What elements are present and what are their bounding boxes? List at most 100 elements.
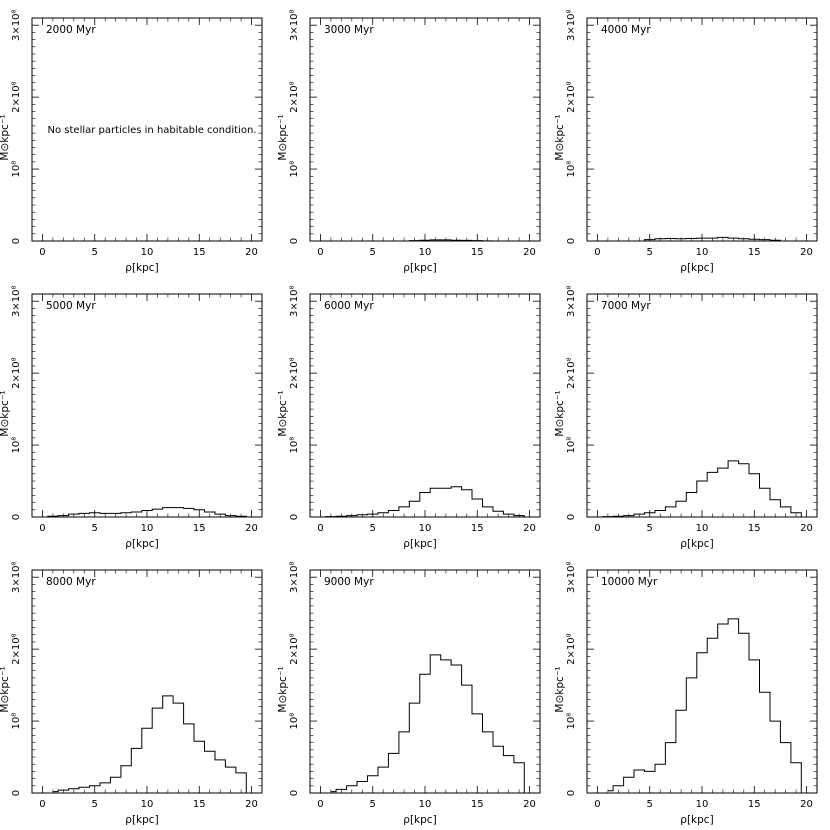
x-tick-label: 5 <box>92 247 98 258</box>
plot-frame <box>309 569 541 794</box>
panel-title: 9000 Myr <box>324 576 374 588</box>
x-axis-label: ρ[kpc] <box>680 538 713 550</box>
y-tick-label: 10⁸ <box>11 437 22 454</box>
series-line-0 <box>607 618 807 794</box>
x-tick-label: 10 <box>696 523 709 534</box>
y-tick-label: 0 <box>11 514 22 520</box>
x-tick-label: 0 <box>39 523 45 534</box>
x-tick-label: 5 <box>370 247 376 258</box>
panel-4: 0 5 10 15 20 0 10⁸ 2×10⁸ 3×10⁸ 6000 Myr ρ[kpc] M⊙kp… <box>277 285 541 550</box>
x-tick-label: 20 <box>245 523 258 534</box>
plot-frame <box>309 293 541 518</box>
x-axis-label: ρ[kpc] <box>125 814 158 826</box>
x-axis-label: ρ[kpc] <box>125 538 158 550</box>
y-tick-label: 2×10⁸ <box>11 633 22 664</box>
y-tick-label: 2×10⁸ <box>289 81 300 112</box>
y-axis-label: M⊙kpc⁻¹ <box>0 666 11 712</box>
x-tick-label: 0 <box>594 799 600 810</box>
y-tick-label: 2×10⁸ <box>11 357 22 388</box>
x-tick-label: 15 <box>193 247 206 258</box>
x-tick-label: 10 <box>141 247 154 258</box>
y-tick-label: 2×10⁸ <box>11 81 22 112</box>
panel-title: 8000 Myr <box>46 576 96 588</box>
x-tick-label: 0 <box>317 247 323 258</box>
x-tick-label: 5 <box>92 523 98 534</box>
panel-7: 0 5 10 15 20 0 10⁸ 2×10⁸ 3×10⁸ 9000 Myr ρ[kpc] M⊙kp… <box>277 561 541 826</box>
y-tick-label: 0 <box>566 514 577 520</box>
x-tick-label: 10 <box>696 799 709 810</box>
x-tick-label: 20 <box>523 247 536 258</box>
x-tick-label: 15 <box>748 523 761 534</box>
plot-frame <box>31 569 263 794</box>
y-axis-label: M⊙kpc⁻¹ <box>0 390 11 436</box>
panel-2: 0 5 10 15 20 0 10⁸ 2×10⁸ 3×10⁸ 4000 Myr ρ[kpc] M⊙kp… <box>554 9 818 274</box>
plot-frame <box>31 293 263 518</box>
y-tick-label: 10⁸ <box>289 437 300 454</box>
x-tick-label: 10 <box>419 799 432 810</box>
x-axis-label: ρ[kpc] <box>403 538 436 550</box>
series-line-0 <box>52 695 252 794</box>
panel-title: 7000 Myr <box>601 300 651 312</box>
y-tick-label: 3×10⁸ <box>289 561 300 592</box>
x-tick-label: 20 <box>800 799 813 810</box>
panel-title: 5000 Myr <box>46 300 96 312</box>
plot-frame <box>586 293 818 518</box>
plot-frame <box>586 569 818 794</box>
y-tick-label: 2×10⁸ <box>289 633 300 664</box>
panel-1: 0 5 10 15 20 0 10⁸ 2×10⁸ 3×10⁸ 3000 Myr ρ[kpc] M⊙kp… <box>277 9 541 274</box>
x-tick-label: 20 <box>800 523 813 534</box>
y-tick-label: 3×10⁸ <box>566 561 577 592</box>
series-line-0 <box>597 460 807 518</box>
y-tick-label: 3×10⁸ <box>11 561 22 592</box>
y-tick-label: 3×10⁸ <box>11 9 22 40</box>
x-tick-label: 20 <box>523 799 536 810</box>
y-tick-label: 3×10⁸ <box>566 9 577 40</box>
series-line-0 <box>42 507 252 518</box>
panel-6: 0 5 10 15 20 0 10⁸ 2×10⁸ 3×10⁸ 8000 Myr ρ[kpc] M⊙kp… <box>0 561 263 826</box>
y-tick-label: 10⁸ <box>289 713 300 730</box>
y-axis-label: M⊙kpc⁻¹ <box>554 390 566 436</box>
y-tick-label: 0 <box>11 790 22 796</box>
panel-8: 0 5 10 15 20 0 10⁸ 2×10⁸ 3×10⁸ 10000 Myr ρ[kpc] M⊙k… <box>554 561 818 826</box>
y-tick-label: 10⁸ <box>289 161 300 178</box>
panel-title: 10000 Myr <box>601 576 658 588</box>
panel-annotation: No stellar particles in habitable condit… <box>48 125 257 136</box>
x-tick-label: 10 <box>419 247 432 258</box>
panel-3: 0 5 10 15 20 0 10⁸ 2×10⁸ 3×10⁸ 5000 Myr ρ[kpc] M⊙kp… <box>0 285 263 550</box>
x-tick-label: 20 <box>245 799 258 810</box>
x-tick-label: 0 <box>39 799 45 810</box>
x-tick-label: 20 <box>800 247 813 258</box>
series-line-0 <box>320 486 530 518</box>
y-tick-label: 10⁸ <box>11 161 22 178</box>
x-tick-label: 5 <box>370 523 376 534</box>
plot-frame <box>309 17 541 242</box>
panel-title: 3000 Myr <box>324 24 374 36</box>
x-tick-label: 0 <box>594 523 600 534</box>
panel-title: 2000 Myr <box>46 24 96 36</box>
y-axis-label: M⊙kpc⁻¹ <box>277 114 289 160</box>
y-tick-label: 2×10⁸ <box>566 81 577 112</box>
y-axis-label: M⊙kpc⁻¹ <box>554 114 566 160</box>
x-axis-label: ρ[kpc] <box>403 814 436 826</box>
y-tick-label: 2×10⁸ <box>566 633 577 664</box>
x-tick-label: 0 <box>39 247 45 258</box>
series-line-0 <box>320 239 530 242</box>
y-tick-label: 0 <box>289 514 300 520</box>
x-tick-label: 15 <box>471 523 484 534</box>
panel-5: 0 5 10 15 20 0 10⁸ 2×10⁸ 3×10⁸ 7000 Myr ρ[kpc] M⊙kp… <box>554 285 818 550</box>
y-tick-label: 3×10⁸ <box>289 285 300 316</box>
y-tick-label: 10⁸ <box>11 713 22 730</box>
y-tick-label: 10⁸ <box>566 161 577 178</box>
y-tick-label: 3×10⁸ <box>11 285 22 316</box>
x-tick-label: 5 <box>647 523 653 534</box>
y-axis-label: M⊙kpc⁻¹ <box>554 666 566 712</box>
y-tick-label: 0 <box>289 790 300 796</box>
x-axis-label: ρ[kpc] <box>125 262 158 274</box>
x-tick-label: 10 <box>419 523 432 534</box>
x-tick-label: 5 <box>647 799 653 810</box>
x-tick-label: 5 <box>92 799 98 810</box>
panel-title: 4000 Myr <box>601 24 651 36</box>
y-axis-label: M⊙kpc⁻¹ <box>0 114 11 160</box>
y-tick-label: 2×10⁸ <box>566 357 577 388</box>
x-axis-label: ρ[kpc] <box>680 814 713 826</box>
